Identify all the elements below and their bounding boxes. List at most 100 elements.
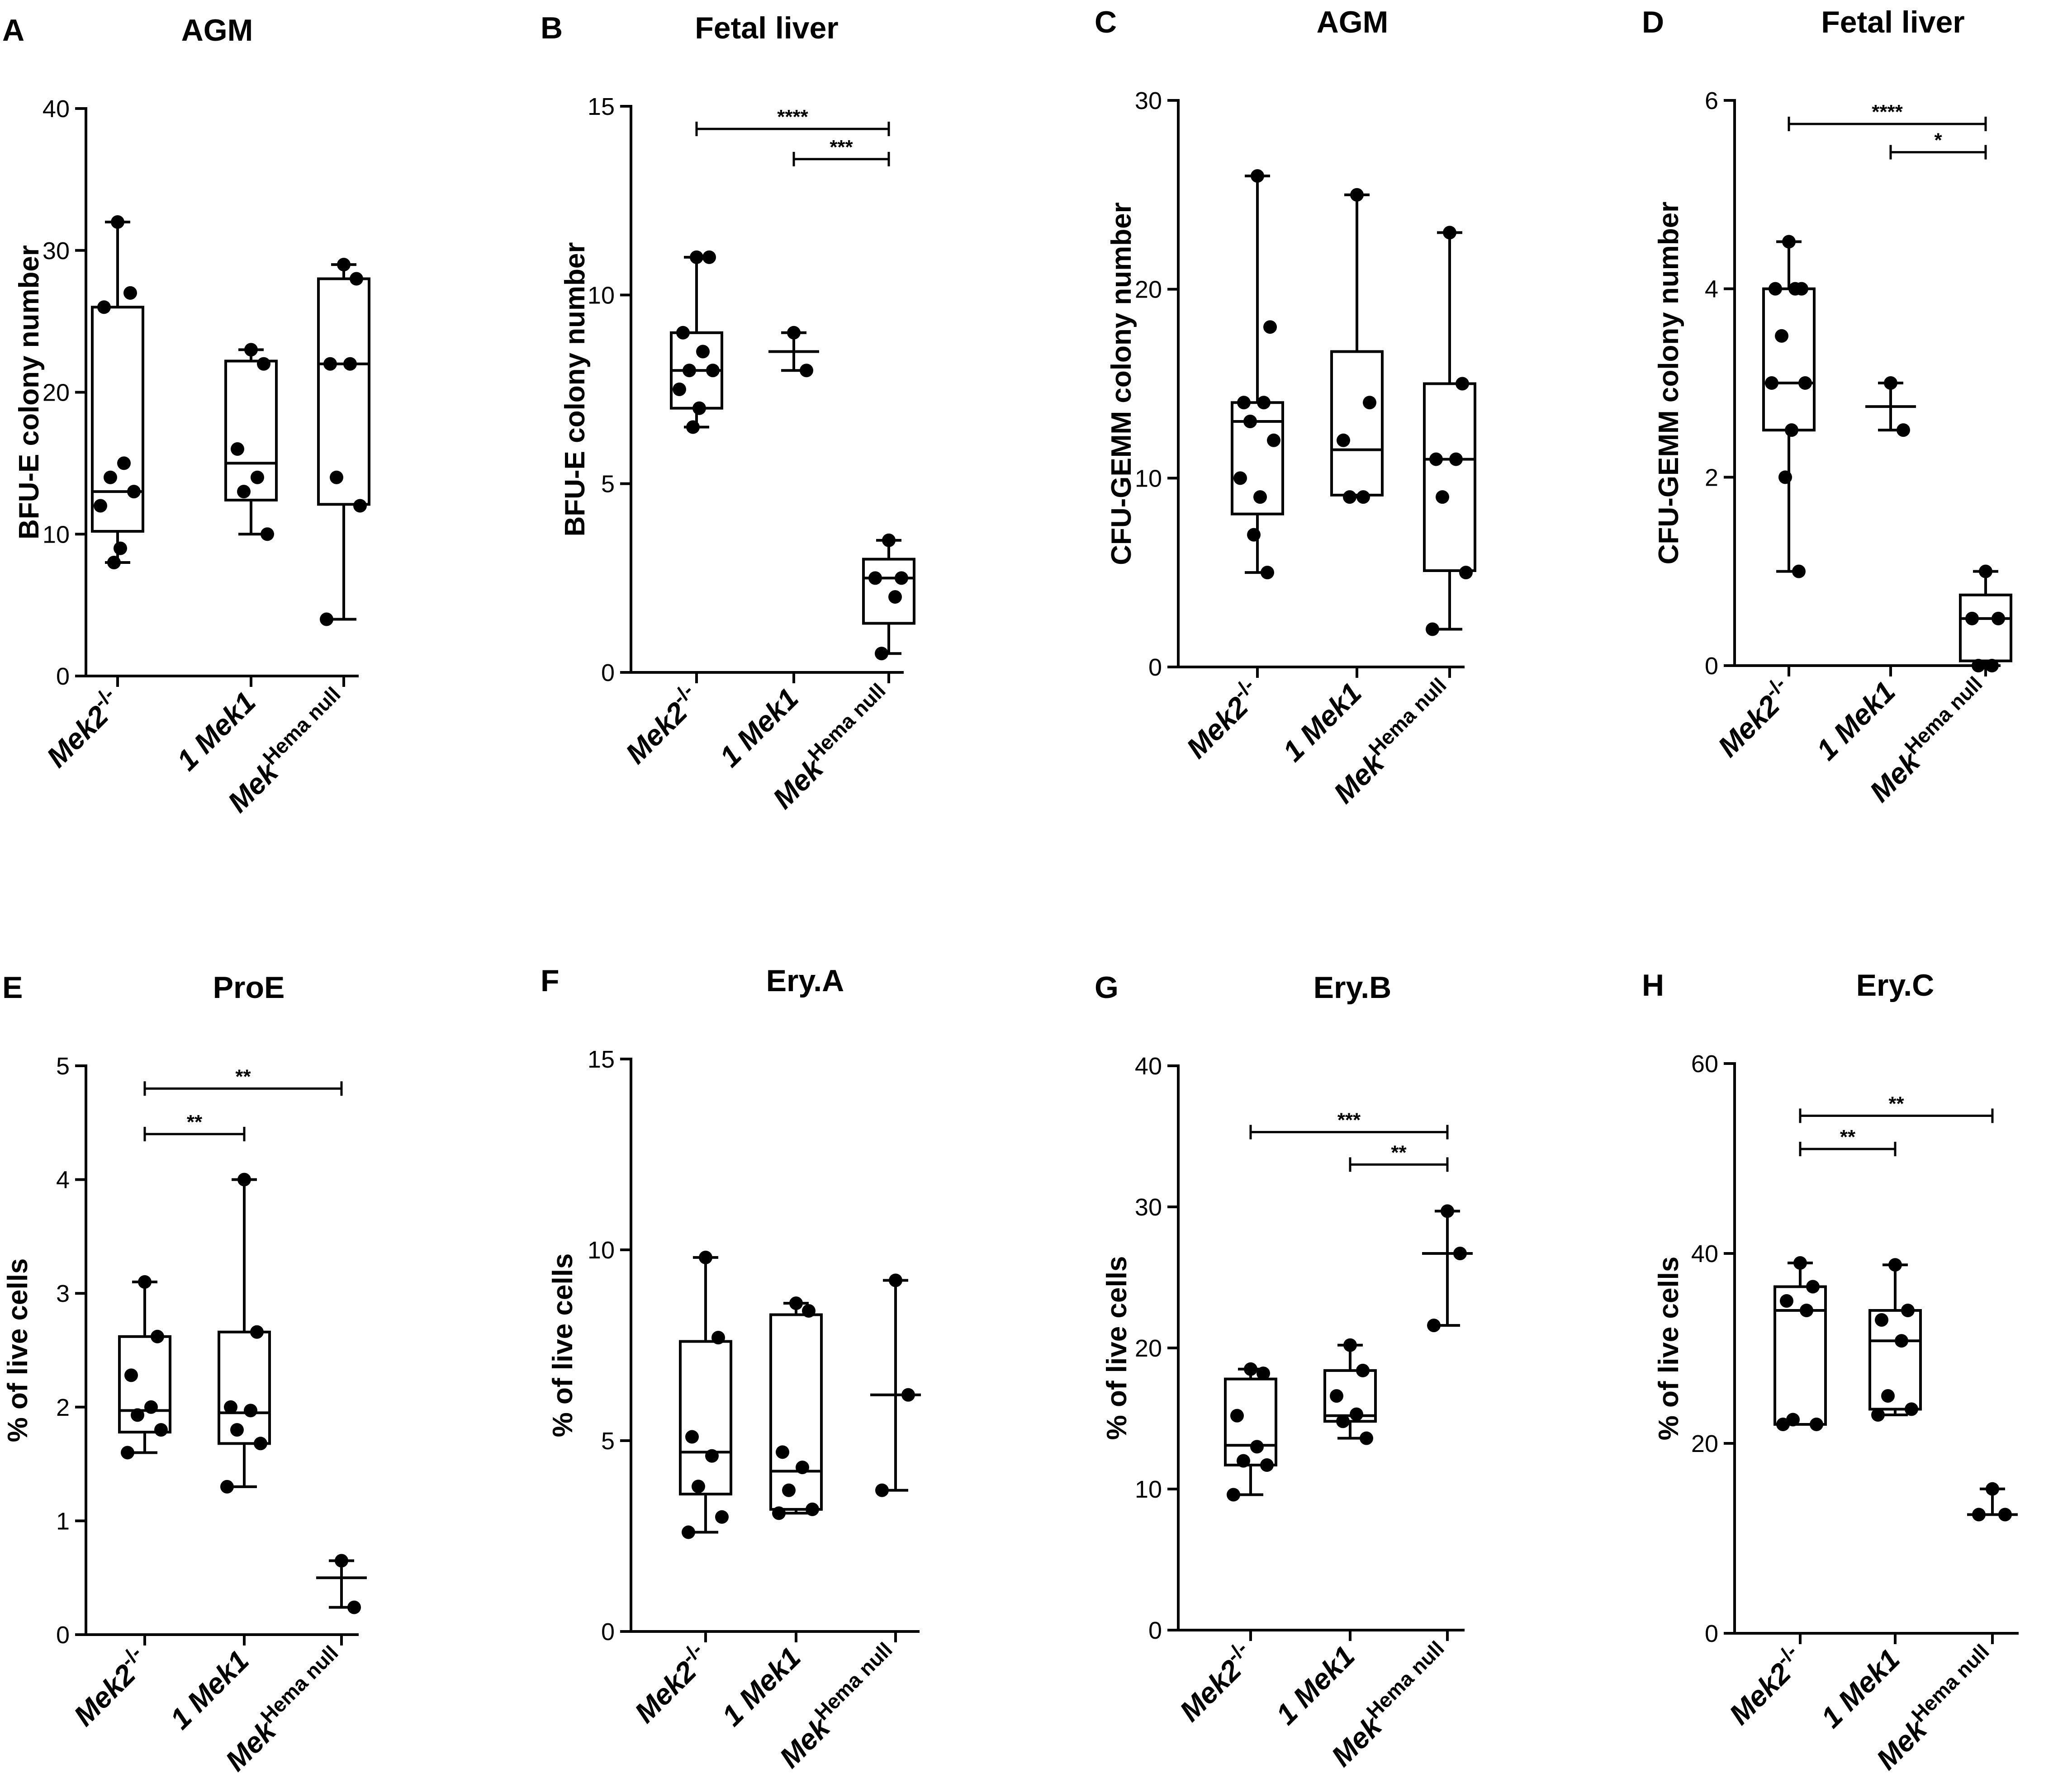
chart-title: Fetal liver bbox=[695, 11, 839, 45]
y-tick-label: 20 bbox=[1691, 1430, 1718, 1457]
data-point bbox=[1330, 1389, 1343, 1403]
x-tick-label: Mek2-/- bbox=[1708, 672, 1800, 763]
y-tick-label: 3 bbox=[56, 1280, 70, 1307]
y-tick-label: 4 bbox=[1705, 276, 1718, 303]
data-point bbox=[1356, 490, 1370, 504]
data-point bbox=[682, 1525, 695, 1539]
data-point bbox=[261, 527, 274, 541]
data-point bbox=[1343, 1338, 1357, 1352]
data-point bbox=[1992, 611, 2005, 625]
data-point bbox=[144, 1400, 158, 1414]
data-point bbox=[1888, 1258, 1902, 1272]
chart-title: ProE bbox=[213, 970, 285, 1005]
data-point bbox=[1257, 396, 1271, 410]
box bbox=[1423, 382, 1476, 572]
data-point bbox=[1247, 528, 1261, 542]
series-1 bbox=[1773, 1256, 1827, 1431]
data-point bbox=[1443, 226, 1456, 240]
data-point bbox=[154, 1423, 168, 1437]
data-point bbox=[1905, 1402, 1918, 1416]
panel-letter: D bbox=[1642, 5, 1664, 39]
data-point bbox=[1776, 1418, 1790, 1431]
data-point bbox=[1336, 1414, 1350, 1428]
y-tick-label: 4 bbox=[56, 1167, 70, 1194]
data-point bbox=[787, 326, 801, 340]
data-point bbox=[1350, 1407, 1363, 1421]
data-point bbox=[895, 571, 908, 585]
significance-bracket: ** bbox=[143, 1065, 343, 1096]
category-superscript: Hema null bbox=[1900, 672, 1987, 759]
data-point bbox=[131, 1408, 144, 1422]
data-point bbox=[1426, 622, 1439, 636]
data-point bbox=[1901, 1304, 1915, 1317]
box bbox=[1868, 1309, 1922, 1411]
y-tick-label: 40 bbox=[1691, 1240, 1718, 1267]
data-point bbox=[1267, 433, 1280, 447]
significance-label: *** bbox=[1337, 1109, 1361, 1131]
category-superscript: Hema null bbox=[258, 682, 345, 769]
data-point bbox=[715, 1510, 729, 1524]
data-point bbox=[699, 1250, 712, 1264]
y-tick-label: 0 bbox=[56, 1622, 70, 1649]
category-superscript: Hema null bbox=[256, 1641, 342, 1728]
data-point bbox=[1785, 423, 1798, 437]
data-point bbox=[796, 1461, 809, 1475]
data-point bbox=[1895, 1334, 1908, 1348]
panel-letter: E bbox=[2, 970, 23, 1005]
x-tick-label: 1 Mek1 bbox=[713, 682, 805, 773]
data-point bbox=[705, 1449, 719, 1463]
chart-title: AGM bbox=[1317, 5, 1389, 39]
data-point bbox=[1350, 188, 1364, 202]
y-tick-label: 0 bbox=[1705, 652, 1718, 680]
category-name: 1 Mek1 bbox=[1810, 675, 1902, 766]
y-tick-label: 0 bbox=[56, 663, 70, 690]
data-point bbox=[706, 364, 720, 378]
data-point bbox=[237, 1173, 251, 1187]
y-tick-label: 15 bbox=[588, 93, 615, 120]
significance-label: ** bbox=[235, 1065, 251, 1087]
significance-bracket: * bbox=[1889, 129, 1987, 160]
data-point bbox=[800, 364, 813, 378]
data-point bbox=[337, 258, 351, 272]
data-point bbox=[1257, 1366, 1270, 1381]
series-1 bbox=[670, 250, 723, 434]
data-point bbox=[1260, 1458, 1274, 1472]
series-3 bbox=[317, 258, 370, 626]
significance-bracket: ** bbox=[1799, 1126, 1897, 1156]
y-tick-label: 40 bbox=[43, 95, 70, 123]
data-point bbox=[1243, 415, 1257, 429]
data-point bbox=[224, 1400, 237, 1414]
box bbox=[769, 1313, 823, 1511]
y-tick-label: 10 bbox=[43, 521, 70, 548]
y-axis-label: BFU-E colony number bbox=[560, 242, 591, 536]
panel-letter: H bbox=[1642, 968, 1664, 1002]
x-tick-label: Mek2-/- bbox=[1720, 1640, 1811, 1731]
series-2 bbox=[224, 343, 278, 541]
data-point bbox=[1337, 433, 1350, 447]
data-point bbox=[1810, 1418, 1823, 1431]
data-point bbox=[683, 364, 696, 378]
x-tick-label: 1 Mek1 bbox=[1810, 675, 1902, 766]
data-point bbox=[1972, 1508, 1986, 1522]
data-point bbox=[257, 357, 270, 371]
box bbox=[1959, 593, 2012, 662]
x-tick-label: 1 Mek1 bbox=[1276, 676, 1368, 768]
data-point bbox=[107, 556, 121, 569]
data-point bbox=[676, 326, 690, 340]
x-tick-label: Mek2-/- bbox=[37, 682, 128, 774]
y-tick-label: 10 bbox=[588, 1237, 615, 1264]
series-1 bbox=[679, 1250, 732, 1539]
significance-bracket: *** bbox=[1249, 1109, 1449, 1140]
data-point bbox=[250, 1325, 264, 1339]
data-point bbox=[151, 1329, 164, 1343]
category-name: 1 Mek1 bbox=[164, 1644, 255, 1735]
category-superscript: Hema null bbox=[1361, 1636, 1448, 1723]
y-axis-label: CFU-GEMM colony number bbox=[1106, 202, 1137, 565]
data-point bbox=[1798, 376, 1812, 390]
box bbox=[317, 277, 370, 506]
box bbox=[862, 558, 915, 625]
data-point bbox=[1230, 1409, 1244, 1423]
data-point bbox=[121, 1446, 134, 1460]
data-point bbox=[1765, 376, 1778, 390]
category-name: 1 Mek1 bbox=[1276, 676, 1368, 768]
